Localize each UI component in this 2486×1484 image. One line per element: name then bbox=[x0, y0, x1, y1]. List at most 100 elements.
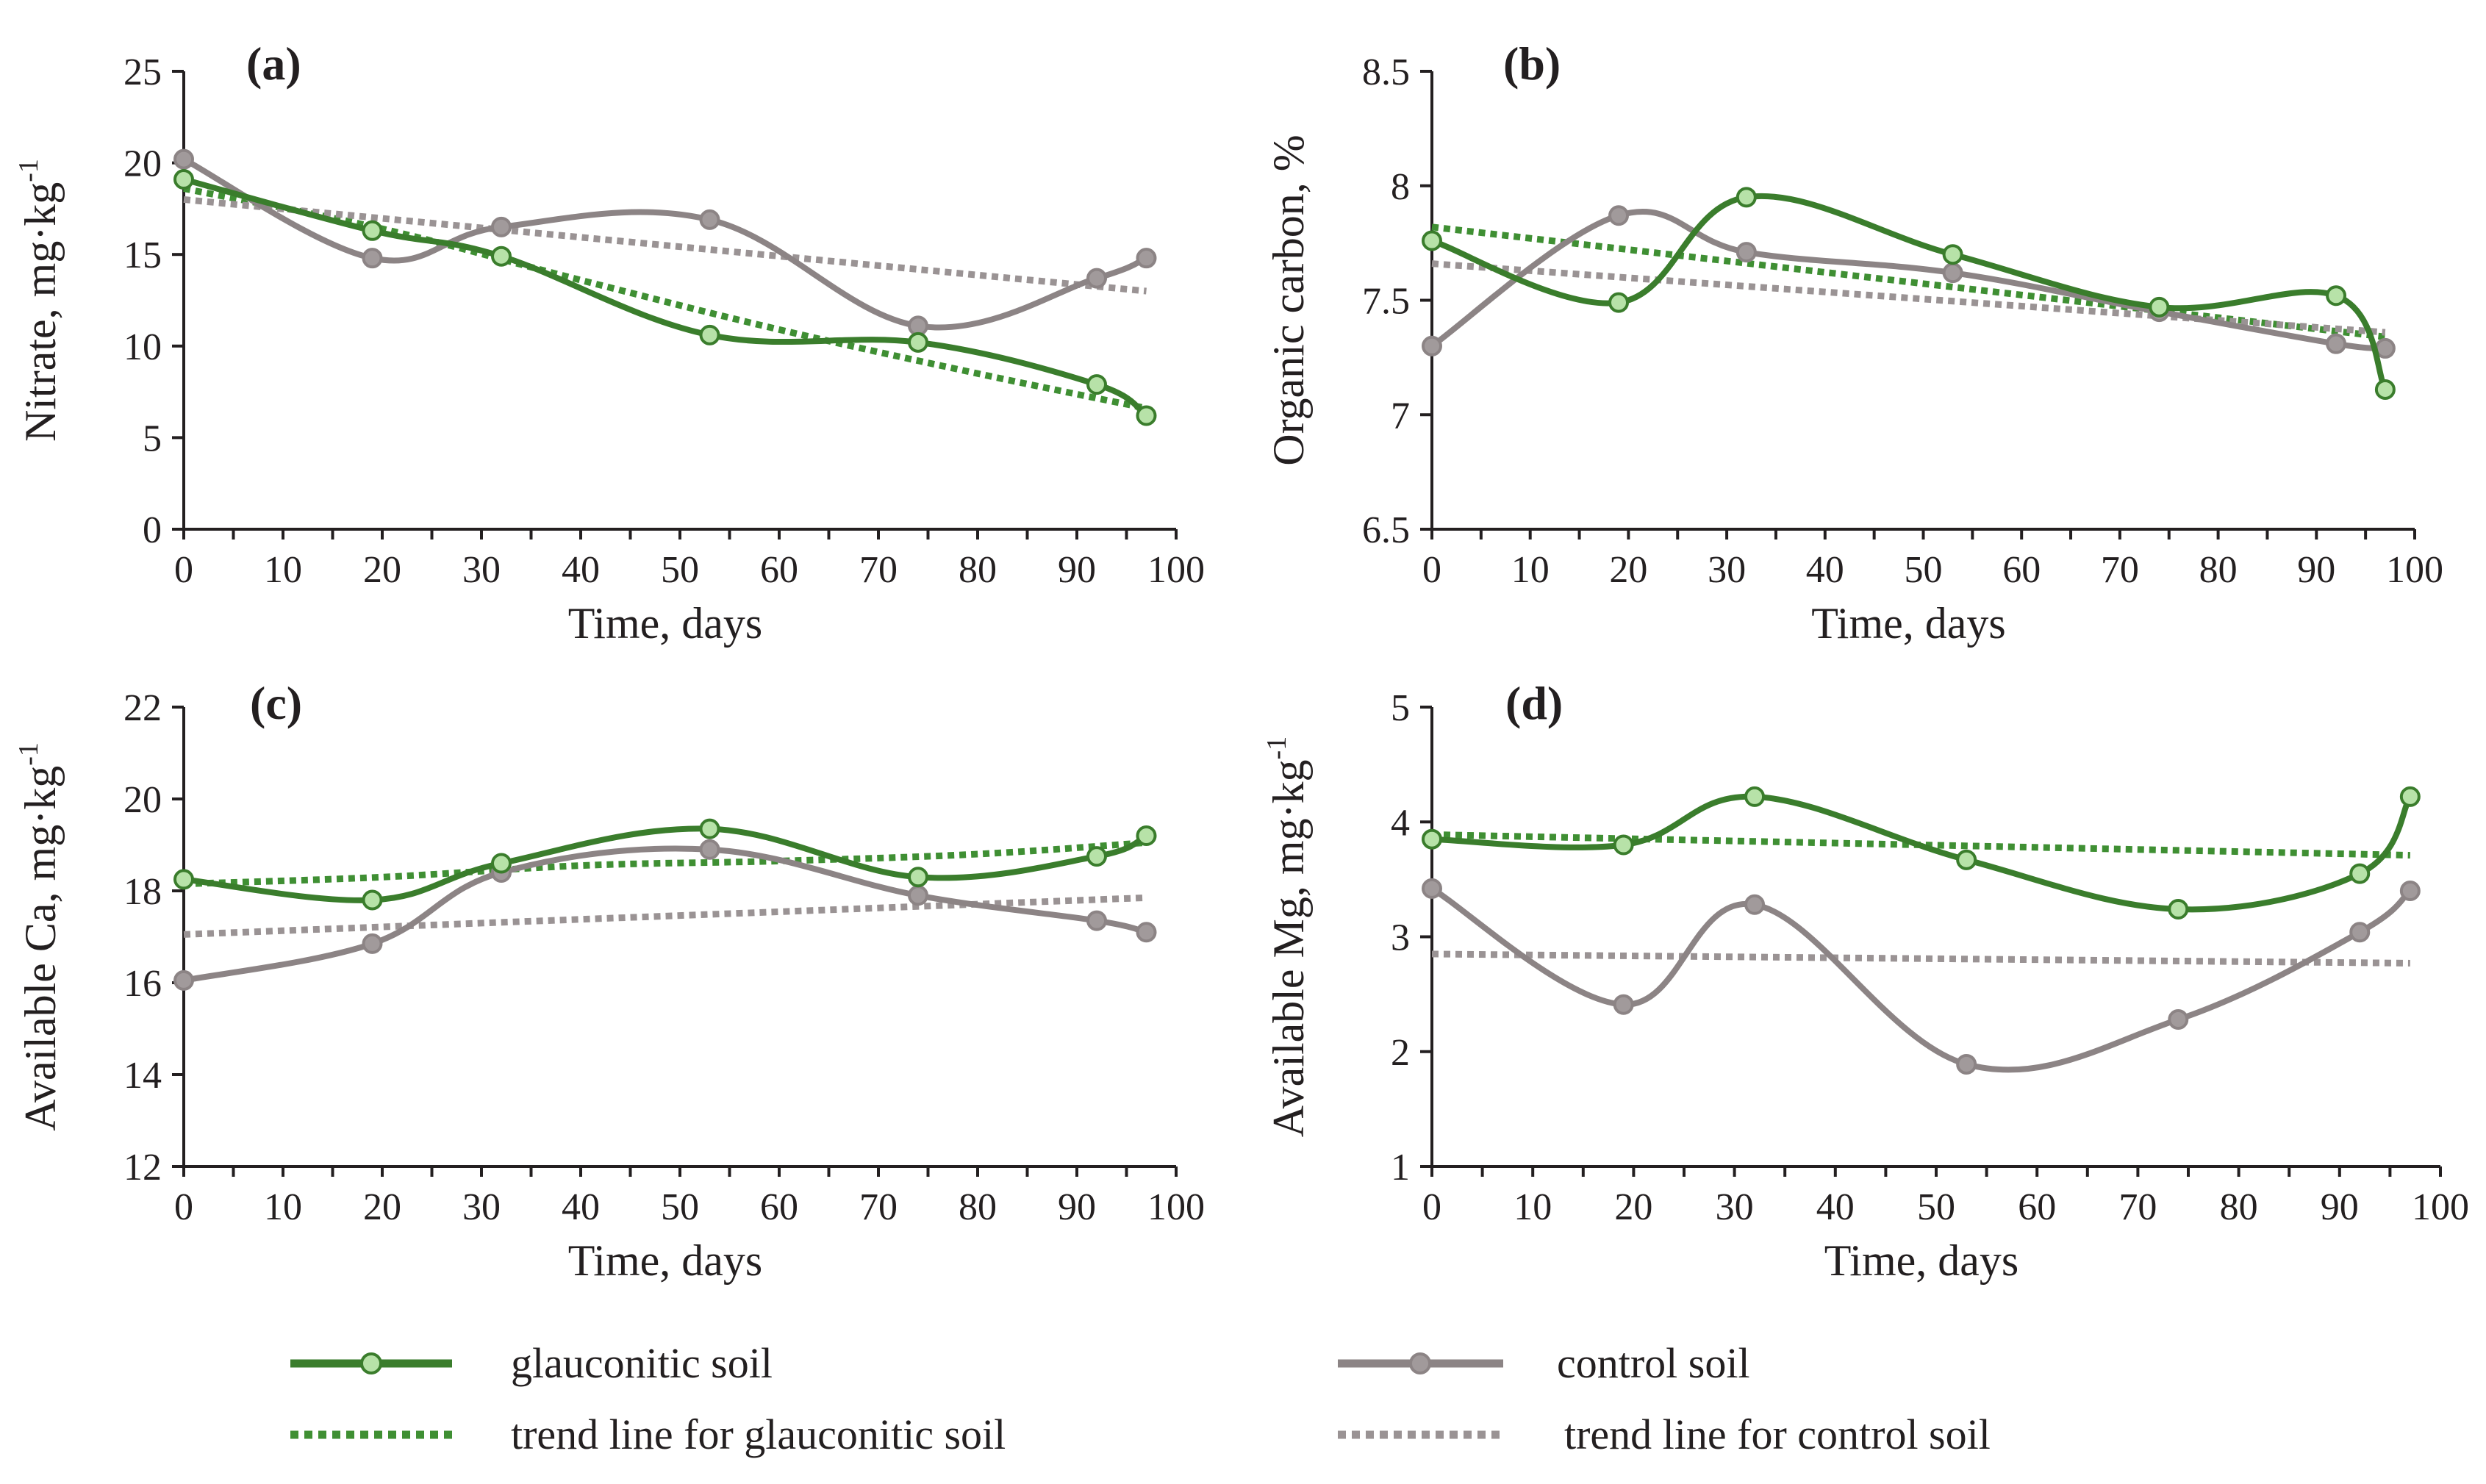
x-tick-label: 10 bbox=[264, 1186, 302, 1228]
y-axis-title: Organic carbon, % bbox=[1264, 135, 1313, 465]
panel-c-glauconitic-soil-point bbox=[362, 889, 383, 911]
legend-entry-trend-glauconitic: trend line for glauconitic soil bbox=[290, 1410, 1006, 1458]
panel-b-glauconitic-soil-point bbox=[1422, 230, 1442, 251]
x-tick-label: 40 bbox=[562, 549, 600, 591]
panel-d-control-soil-point bbox=[1422, 878, 1442, 899]
x-tick-label: 100 bbox=[1147, 1186, 1205, 1228]
x-tick-label: 60 bbox=[2002, 549, 2041, 591]
y-axis-title-superscript: -1 bbox=[13, 159, 44, 182]
legend-glauconitic-marker bbox=[360, 1352, 382, 1374]
panel-d-glauconitic-soil-point bbox=[2168, 899, 2189, 920]
panel-a-glauconitic-soil-point bbox=[1136, 405, 1157, 426]
panel-c-glauconitic-soil-point bbox=[1086, 846, 1107, 867]
x-axis-title: Time, days bbox=[568, 599, 763, 648]
legend-glauconitic-label: glauconitic soil bbox=[511, 1339, 773, 1387]
x-axis-title: Time, days bbox=[1811, 599, 2006, 648]
panel-a-control-soil-point bbox=[1136, 248, 1157, 269]
x-axis-title: Time, days bbox=[1824, 1236, 2019, 1285]
x-axis-title: Time, days bbox=[568, 1236, 763, 1285]
x-tick-label: 0 bbox=[1422, 549, 1441, 591]
y-tick-label: 1 bbox=[1391, 1147, 1410, 1189]
panel-c-glauconitic-soil-point bbox=[173, 869, 194, 890]
x-tick-label: 0 bbox=[174, 1186, 193, 1228]
panel-a-control-soil-point bbox=[908, 315, 928, 337]
x-tick-label: 60 bbox=[760, 549, 798, 591]
panel-a-nitrate: 0 5 10 15 20 25 0 10 20 30 40 50 60 70 80 90 100 Time, da… bbox=[13, 37, 1205, 648]
panel-b-control-soil-point bbox=[1422, 335, 1442, 356]
panel-d-control-soil-point bbox=[2399, 881, 2421, 901]
panel-b-glauconitic-soil-point bbox=[2374, 379, 2396, 400]
legend-trend-glauconitic-label: trend line for glauconitic soil bbox=[511, 1410, 1006, 1458]
y-tick-label: 15 bbox=[123, 234, 162, 276]
panel-b-glauconitic-soil-point bbox=[1608, 292, 1630, 313]
panel-c-control-soil-point bbox=[699, 839, 720, 860]
y-tick-label: 14 bbox=[123, 1055, 162, 1097]
panel-c-glauconitic-soil-point bbox=[491, 853, 512, 874]
panel-a-glauconitic-soil-point bbox=[362, 220, 383, 241]
panel-b-control-soil-point bbox=[1942, 262, 1963, 284]
panel-d-glauconitic-soil-point bbox=[1744, 786, 1766, 807]
y-tick-label: 4 bbox=[1391, 802, 1410, 844]
y-tick-label: 10 bbox=[123, 326, 162, 368]
panel-a-control-soil-point bbox=[362, 248, 383, 269]
panel-d-control-soil-point bbox=[1744, 894, 1766, 915]
panel-c-control-soil-point bbox=[362, 933, 383, 954]
panel-b-glauconitic-soil-point bbox=[2149, 296, 2170, 318]
x-tick-label: 0 bbox=[1422, 1186, 1441, 1228]
panel-label: (d) bbox=[1505, 677, 1563, 729]
y-tick-label: 6.5 bbox=[1362, 509, 1410, 551]
panel-b-control-soil-point bbox=[2374, 337, 2396, 359]
x-tick-label: 70 bbox=[859, 549, 898, 591]
x-tick-label: 20 bbox=[363, 1186, 401, 1228]
y-axis-title-superscript: -1 bbox=[1261, 736, 1292, 760]
y-axis-title-superscript: -1 bbox=[13, 742, 44, 766]
x-tick-label: 70 bbox=[2101, 549, 2139, 591]
panel-c-control-soil-point bbox=[1086, 910, 1107, 931]
panel-d-control-soil-point bbox=[1613, 994, 1634, 1015]
panel-label: (c) bbox=[250, 677, 302, 729]
x-tick-label: 100 bbox=[2386, 549, 2443, 591]
legend-entry-control: control soil bbox=[1338, 1339, 1750, 1387]
y-tick-label: 20 bbox=[123, 779, 162, 821]
panel-c-control-soil-line bbox=[181, 845, 1150, 983]
x-tick-label: 90 bbox=[2321, 1186, 2359, 1228]
x-tick-label: 30 bbox=[1716, 1186, 1754, 1228]
y-tick-label: 0 bbox=[143, 509, 162, 551]
x-tick-label: 70 bbox=[859, 1186, 898, 1228]
x-tick-label: 90 bbox=[1058, 549, 1096, 591]
panel-c-glauconitic-soil-line bbox=[181, 825, 1150, 903]
legend: glauconitic soil trend line for glauconi… bbox=[290, 1339, 1991, 1458]
y-tick-label: 22 bbox=[123, 687, 162, 729]
y-tick-label: 7 bbox=[1391, 395, 1410, 437]
legend-entry-trend-control: trend line for control soil bbox=[1338, 1410, 1991, 1458]
panel-d-control-soil-point bbox=[1956, 1053, 1977, 1075]
panel-c-control-soil-point bbox=[1136, 922, 1157, 943]
panel-b-glauconitic-soil-point bbox=[1942, 244, 1963, 265]
y-tick-label: 5 bbox=[143, 417, 162, 459]
y-tick-label: 7.5 bbox=[1362, 281, 1410, 323]
panel-c-trend-line-for-control-soil bbox=[183, 894, 1147, 938]
panel-c-trend-line-for-glauconitic-soil bbox=[183, 839, 1147, 888]
x-tick-label: 10 bbox=[1514, 1186, 1552, 1228]
x-tick-label: 40 bbox=[1806, 549, 1844, 591]
x-tick-label: 0 bbox=[174, 549, 193, 591]
panel-a-trend-line-for-control-soil bbox=[183, 196, 1147, 295]
y-tick-label: 18 bbox=[123, 871, 162, 913]
y-tick-label: 8.5 bbox=[1362, 51, 1410, 93]
legend-entry-glauconitic: glauconitic soil bbox=[290, 1339, 773, 1387]
panel-d-trend-line-for-glauconitic-soil bbox=[1431, 831, 2410, 859]
x-tick-label: 80 bbox=[959, 1186, 997, 1228]
panel-a-glauconitic-soil-point bbox=[491, 245, 512, 267]
panel-b-glauconitic-soil-point bbox=[2326, 285, 2347, 307]
y-axis-title: Nitrate, mg·kg-1 bbox=[13, 159, 65, 442]
x-tick-label: 30 bbox=[1708, 549, 1746, 591]
panel-c-control-soil-point bbox=[173, 969, 194, 991]
panel-b-glauconitic-soil-point bbox=[1735, 187, 1757, 208]
legend-control-label: control soil bbox=[1557, 1339, 1750, 1387]
x-tick-label: 100 bbox=[2412, 1186, 2469, 1228]
panel-b-control-soil-line bbox=[1429, 209, 2388, 351]
panel-a-glauconitic-soil-point bbox=[173, 169, 194, 190]
y-tick-label: 5 bbox=[1391, 687, 1410, 729]
